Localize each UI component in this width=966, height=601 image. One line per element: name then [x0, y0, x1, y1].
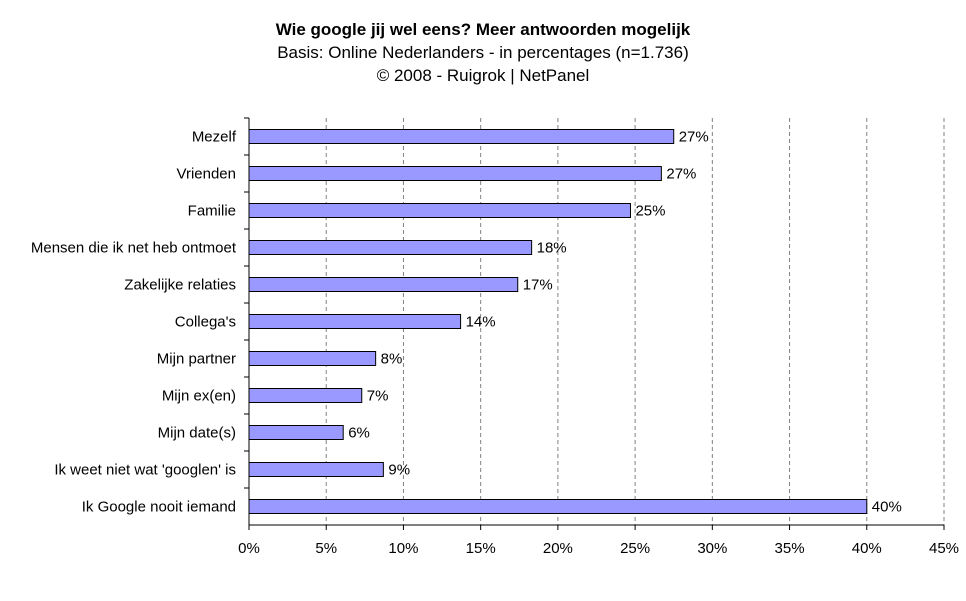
bar: [248, 277, 519, 292]
x-tick-label: 35%: [775, 540, 805, 557]
category-label: Collega's: [175, 314, 236, 331]
x-tick-label: 15%: [466, 540, 496, 557]
value-label: 17%: [523, 277, 553, 294]
value-label: 27%: [679, 129, 709, 146]
category-label: Mijn date(s): [158, 425, 236, 442]
x-tick-label: 25%: [620, 540, 650, 557]
value-label: 18%: [537, 240, 567, 257]
bar: [248, 203, 631, 218]
value-label: 25%: [635, 203, 665, 220]
value-label: 6%: [348, 425, 370, 442]
chart-subtitle: Basis: Online Nederlanders - in percenta…: [277, 43, 689, 62]
bar: [248, 462, 384, 477]
category-label: Ik Google nooit iemand: [82, 499, 236, 516]
value-label: 27%: [666, 166, 696, 183]
x-tick-label: 40%: [852, 540, 882, 557]
bar: [248, 425, 344, 440]
chart-title: Wie google jij wel eens? Meer antwoorden…: [275, 20, 691, 39]
x-tick-label: 30%: [697, 540, 727, 557]
x-tick-label: 45%: [929, 540, 959, 557]
category-label: Vrienden: [177, 166, 237, 183]
category-label: Mijn partner: [157, 351, 236, 368]
bar: [248, 351, 377, 366]
x-tick-label: 0%: [238, 540, 260, 557]
category-label: Mezelf: [192, 129, 237, 146]
category-label: Mijn ex(en): [162, 388, 236, 405]
value-label: 7%: [367, 388, 389, 405]
bar: [248, 388, 363, 403]
bar: [248, 240, 533, 255]
x-tick-label: 20%: [543, 540, 573, 557]
bar: [248, 129, 675, 144]
category-label: Zakelijke relaties: [124, 277, 236, 294]
value-label: 8%: [381, 351, 403, 368]
chart-titles: Wie google jij wel eens? Meer antwoorden…: [0, 18, 966, 87]
x-tick-label: 10%: [388, 540, 418, 557]
category-label: Familie: [188, 203, 236, 220]
category-label: Mensen die ik net heb ontmoet: [31, 240, 237, 257]
category-label: Ik weet niet wat 'googlen' is: [54, 462, 236, 479]
value-label: 40%: [872, 499, 902, 516]
x-tick-label: 5%: [315, 540, 337, 557]
bar: [248, 166, 662, 181]
bar: [248, 499, 868, 514]
value-label: 14%: [466, 314, 496, 331]
bar: [248, 314, 462, 329]
value-label: 9%: [388, 462, 410, 479]
chart-credit: © 2008 - Ruigrok | NetPanel: [376, 66, 590, 85]
